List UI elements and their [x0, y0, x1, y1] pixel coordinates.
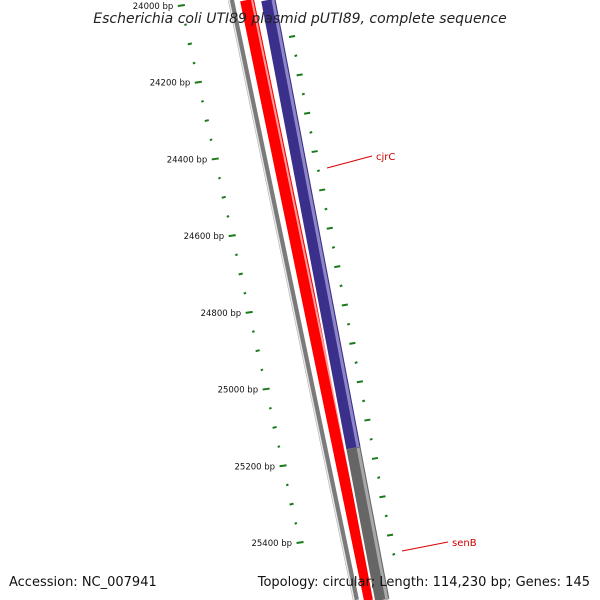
outer-tick	[346, 322, 351, 326]
tick-label: 25000 bp	[218, 386, 259, 396]
outer-tick	[377, 476, 381, 480]
outer-tick	[384, 514, 388, 518]
forward-strand-arc	[240, 0, 378, 600]
outer-tick	[316, 169, 321, 173]
major-tick	[194, 80, 202, 84]
minor-tick	[209, 138, 213, 142]
outer-tick	[386, 533, 394, 537]
outer-tick	[341, 303, 348, 307]
gene-cjrC	[260, 0, 361, 450]
major-tick	[245, 310, 253, 314]
outer-tick	[392, 552, 396, 556]
minor-tick	[268, 406, 272, 410]
backbone-ring	[228, 0, 359, 600]
gene-cjrC-highlight	[271, 0, 360, 449]
map-title: Escherichia coli UTI89 plasmid pUTI89, c…	[93, 11, 507, 27]
major-tick	[211, 157, 219, 161]
minor-tick	[217, 176, 221, 180]
minor-tick	[285, 483, 289, 487]
minor-tick	[260, 368, 264, 372]
summary-label: Topology: circular; Length: 114,230 bp; …	[257, 575, 590, 590]
major-tick	[279, 464, 287, 468]
minor-tick	[234, 253, 238, 257]
major-tick	[177, 4, 185, 7]
outer-tick	[301, 92, 305, 96]
major-tick	[262, 387, 270, 391]
outer-tick	[294, 54, 298, 58]
minor-tick	[184, 23, 188, 27]
tick-label: 24800 bp	[201, 309, 242, 319]
tick-label: 25400 bp	[251, 539, 292, 549]
tick-label: 25200 bp	[235, 462, 276, 472]
outer-tick	[339, 284, 343, 288]
outer-tick	[379, 495, 386, 499]
major-tick	[228, 234, 236, 238]
label-leader-cjrC	[326, 155, 373, 169]
outer-tick	[362, 399, 366, 403]
outer-tick	[303, 111, 311, 115]
outer-tick	[364, 418, 371, 422]
gene-labels: cjrC senB	[326, 152, 477, 552]
minor-tick	[221, 195, 226, 199]
outer-tick	[296, 73, 303, 77]
minor-tick	[201, 99, 205, 103]
minor-tick	[192, 61, 196, 65]
minor-tick	[251, 330, 255, 333]
minor-tick	[226, 215, 230, 218]
minor-tick	[289, 502, 294, 506]
minor-tick	[255, 349, 260, 353]
outer-tick	[334, 265, 341, 269]
outer-tick	[331, 246, 336, 249]
minor-tick	[238, 272, 243, 276]
outer-tick	[349, 341, 356, 345]
label-leader-senB	[401, 541, 449, 552]
outer-tick	[309, 130, 313, 134]
major-tick	[296, 541, 304, 544]
scale-labels: 24000 bp 24200 bp 24400 bp 24600 bp 24800 bp…	[133, 2, 292, 549]
minor-tick	[272, 425, 277, 429]
outer-tick	[319, 188, 326, 192]
backbone-line	[228, 0, 359, 600]
gene-senB	[345, 446, 390, 600]
outer-tick	[311, 150, 318, 154]
gene-label-senB: senB	[452, 538, 477, 549]
minor-tick	[187, 42, 193, 46]
gene-track-gap	[259, 0, 375, 600]
tick-label: 24000 bp	[133, 2, 174, 12]
outer-tick	[354, 361, 358, 364]
outer-tick	[288, 35, 296, 38]
tick-label: 24200 bp	[150, 79, 191, 89]
tick-label: 24400 bp	[167, 155, 208, 165]
outer-tick	[324, 207, 328, 211]
outer-tick	[356, 380, 364, 384]
outer-tick	[371, 456, 379, 460]
gene-layer	[259, 0, 390, 600]
gene-senB-highlight	[356, 447, 389, 600]
outer-tick	[326, 226, 333, 230]
tick-label: 24600 bp	[184, 232, 225, 242]
minor-tick	[277, 445, 281, 449]
minor-tick	[204, 119, 210, 123]
gene-label-cjrC: cjrC	[376, 152, 395, 163]
minor-tick	[243, 291, 247, 295]
outer-tick	[369, 437, 373, 441]
scale-ticks	[177, 4, 396, 556]
backbone-highlight	[228, 0, 355, 600]
accession-label: Accession: NC_007941	[9, 575, 157, 590]
minor-tick	[294, 521, 298, 525]
